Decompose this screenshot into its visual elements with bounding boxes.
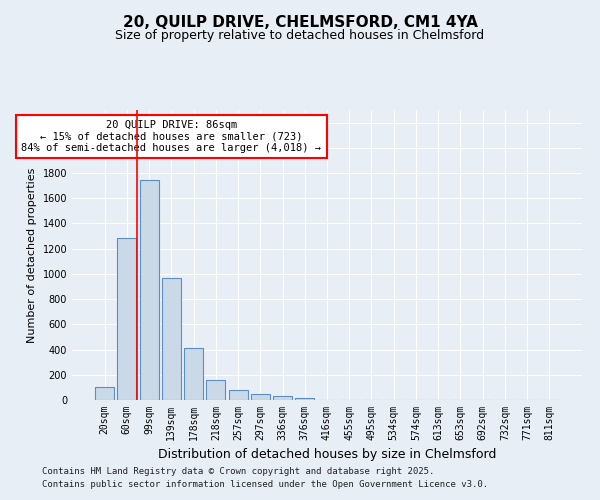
Text: 20 QUILP DRIVE: 86sqm
← 15% of detached houses are smaller (723)
84% of semi-det: 20 QUILP DRIVE: 86sqm ← 15% of detached … <box>22 120 322 154</box>
Bar <box>251 394 270 400</box>
Bar <box>118 238 136 400</box>
Text: Size of property relative to detached houses in Chelmsford: Size of property relative to detached ho… <box>115 29 485 42</box>
Text: Contains public sector information licensed under the Open Government Licence v3: Contains public sector information licen… <box>42 480 488 489</box>
Y-axis label: Number of detached properties: Number of detached properties <box>27 168 37 342</box>
Bar <box>295 398 314 400</box>
Bar <box>162 278 181 400</box>
Bar <box>95 387 114 400</box>
Bar <box>229 390 248 400</box>
Bar <box>140 180 158 400</box>
Text: 20, QUILP DRIVE, CHELMSFORD, CM1 4YA: 20, QUILP DRIVE, CHELMSFORD, CM1 4YA <box>122 15 478 30</box>
Text: Contains HM Land Registry data © Crown copyright and database right 2025.: Contains HM Land Registry data © Crown c… <box>42 467 434 476</box>
Bar <box>206 380 225 400</box>
X-axis label: Distribution of detached houses by size in Chelmsford: Distribution of detached houses by size … <box>158 448 496 462</box>
Bar <box>273 396 292 400</box>
Bar <box>184 348 203 400</box>
